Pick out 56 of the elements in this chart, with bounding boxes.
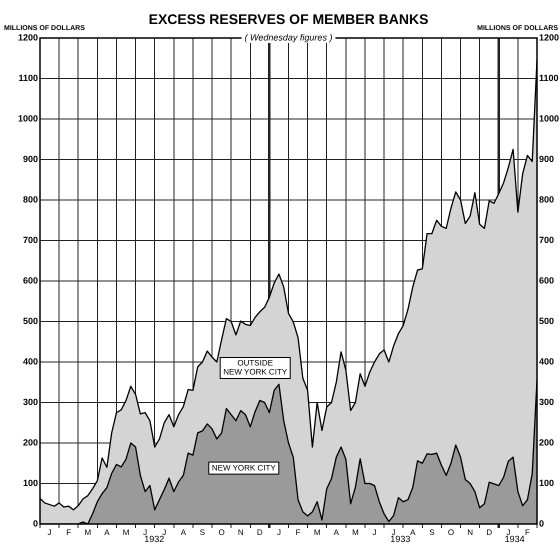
y-tick-label: 800 [22,194,38,204]
x-tick-label: M [122,528,130,538]
series-label: NEW YORK CITY [212,463,276,472]
x-tick-label: F [524,528,530,538]
y-tick-label: 900 [22,154,38,164]
text: 1934 [504,534,525,544]
text: 1932 [144,534,164,544]
y-tick-label: 0 [32,518,38,528]
x-tick-label: D [256,528,263,538]
y-tick-label: 100 [22,478,38,488]
y2-tick-label: 400 [539,356,554,366]
y-tick-label: 400 [22,356,38,366]
y-tick-label: 1200 [18,32,38,42]
x-tick-label: S [200,528,206,538]
y-tick-label: 1100 [18,72,38,83]
y2-tick-label: 1100 [539,72,559,83]
y-tick-label: 200 [22,437,38,448]
y2-tick-label: 100 [539,478,554,488]
y2-tick-label: 0 [539,518,544,528]
x-tick-label: J [276,528,281,538]
x-tick-label: D [486,528,492,538]
x-tick-label: M [314,528,321,538]
x-tick-label: M [84,528,92,538]
y2-tick-label: 300 [539,396,554,407]
chart-title: EXCESS RESERVES OF MEMBER BANKS [148,11,428,27]
y2-tick-label: 800 [539,194,554,204]
y2-tick-label: 200 [539,437,554,448]
y-tick-label: 600 [22,275,38,286]
x-tick-label: N [467,528,474,538]
x-tick-label: J [162,528,166,538]
x-tick-label: A [104,528,110,538]
x-tick-label: J [372,528,377,538]
x-tick-label: J [48,528,52,538]
y-tick-label: 1000 [18,113,38,124]
x-tick-label: O [448,528,454,538]
y2-tick-label: 900 [539,154,554,164]
x-tick-label: A [180,528,187,538]
y-tick-label: 700 [22,234,38,245]
series-label: OUTSIDE NEW YORK CITY [223,358,288,377]
y2-tick-label: 700 [539,234,554,245]
y2-tick-label: 1000 [539,113,560,124]
text: 1933 [390,534,410,544]
y2-tick-label: 600 [539,275,554,286]
x-tick-label: A [410,528,416,538]
y2-tick-label: 500 [539,316,554,326]
y2-tick-label: 1200 [539,32,560,42]
x-tick-label: A [334,528,340,538]
x-tick-label: N [238,528,244,538]
x-tick-label: M [352,528,360,538]
x-tick-label: S [429,528,435,538]
chart-subtitle: ( Wednesday figures ) [244,32,332,42]
y-tick-label: 300 [22,396,38,407]
y-tick-label: 500 [22,316,38,326]
x-tick-label: O [218,528,225,538]
x-tick-label: F [66,528,72,538]
x-tick-label: F [296,528,301,538]
